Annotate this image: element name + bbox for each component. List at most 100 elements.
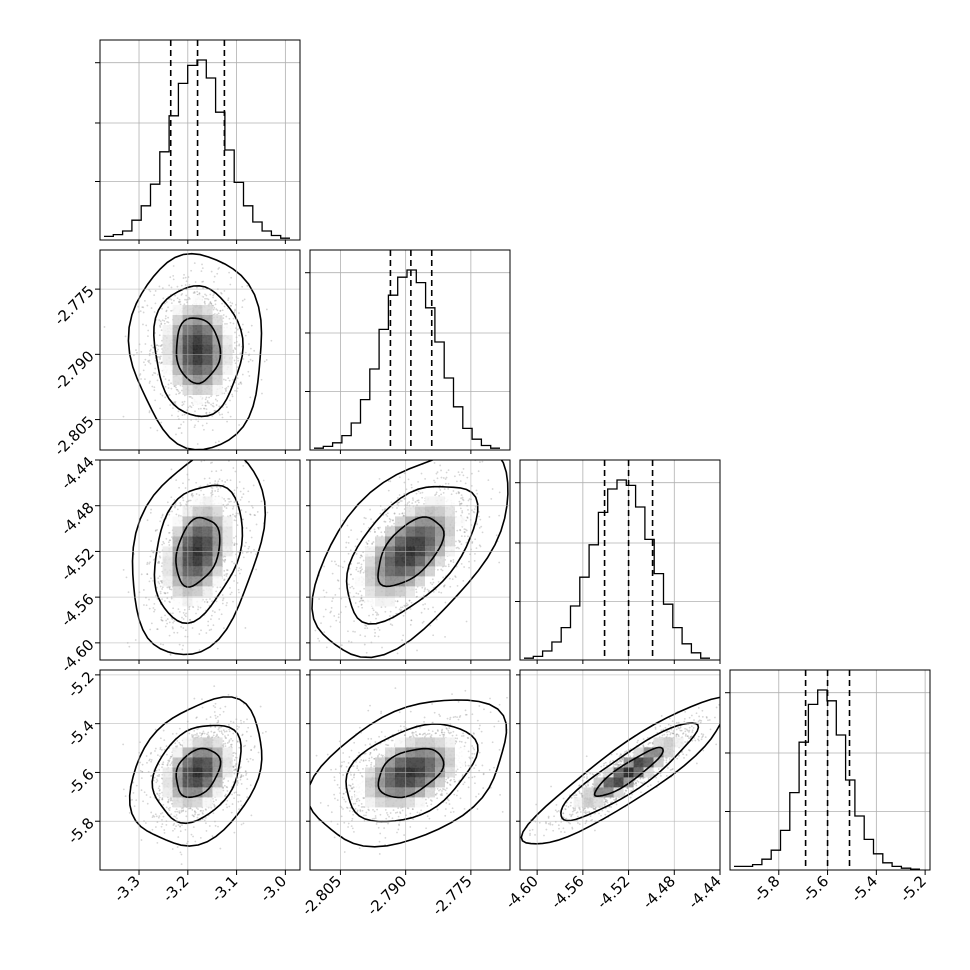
sample-point <box>233 501 236 504</box>
sample-point <box>146 519 149 522</box>
sample-point <box>183 303 186 306</box>
sample-point <box>156 754 159 757</box>
sample-point <box>455 480 458 483</box>
sample-point <box>202 810 205 812</box>
sample-point <box>218 405 221 408</box>
sample-point <box>232 505 235 508</box>
density-cell <box>425 496 435 507</box>
sample-point <box>250 814 253 817</box>
sample-point <box>213 409 216 412</box>
sample-point <box>167 316 170 319</box>
sample-point <box>383 520 386 523</box>
sample-point <box>222 559 225 562</box>
sample-point <box>142 306 145 309</box>
sample-point <box>180 423 182 426</box>
sample-point <box>141 306 144 309</box>
sample-point <box>221 594 224 596</box>
sample-point <box>165 619 168 622</box>
sample-point <box>322 615 325 618</box>
sample-point <box>221 413 224 416</box>
sample-point <box>240 783 243 785</box>
sample-point <box>134 639 137 641</box>
sample-point <box>170 309 173 312</box>
sample-point <box>341 566 344 569</box>
sample-point <box>142 800 144 803</box>
sample-point <box>228 728 231 731</box>
sample-point <box>170 802 173 805</box>
sample-point <box>148 562 151 565</box>
sample-point <box>159 324 161 327</box>
histogram-steps <box>314 269 500 449</box>
sample-point <box>238 567 241 569</box>
sample-point <box>215 404 218 406</box>
sample-point <box>357 605 360 608</box>
sample-point <box>165 309 168 312</box>
sample-point <box>389 480 392 483</box>
sample-point <box>203 407 206 410</box>
sample-point <box>188 618 191 621</box>
sample-point <box>249 358 252 361</box>
sample-point <box>318 598 320 600</box>
sample-point <box>435 472 438 475</box>
sample-point <box>180 625 183 628</box>
sample-point <box>232 322 235 325</box>
sample-point <box>449 585 452 588</box>
sample-point <box>150 775 152 777</box>
density-cell <box>202 536 213 547</box>
sample-point <box>498 561 501 564</box>
sample-point <box>154 367 157 370</box>
sample-point <box>159 590 162 593</box>
sample-point <box>459 480 462 482</box>
density-cell <box>172 305 183 315</box>
sample-point <box>157 348 159 351</box>
sample-point <box>470 484 473 487</box>
sample-point <box>443 585 445 588</box>
sample-point <box>449 560 452 563</box>
sample-point <box>222 743 225 745</box>
sample-point <box>205 598 208 601</box>
density-cell <box>415 556 425 567</box>
density-cell <box>222 355 233 365</box>
sample-point <box>217 268 220 270</box>
sample-point <box>405 602 408 605</box>
sample-point <box>331 572 334 575</box>
sample-point <box>194 840 197 843</box>
sample-point <box>193 729 196 732</box>
sample-point <box>214 303 217 306</box>
sample-point <box>150 540 153 542</box>
sample-point <box>191 734 193 736</box>
density-cell <box>202 325 213 335</box>
sample-point <box>233 791 236 794</box>
sample-point <box>153 602 156 605</box>
sample-point <box>487 479 490 482</box>
sample-point <box>161 307 163 310</box>
sample-point <box>491 488 494 490</box>
sample-point <box>360 569 362 572</box>
sample-point <box>436 477 439 480</box>
sample-point <box>438 494 441 497</box>
sample-point <box>207 298 210 301</box>
sample-point <box>174 505 176 508</box>
density-cell <box>385 536 395 547</box>
sample-point <box>167 524 170 527</box>
sample-point <box>219 486 222 489</box>
sample-point <box>403 493 406 495</box>
density-cell <box>192 315 203 325</box>
sample-point <box>398 608 401 611</box>
sample-point <box>463 531 466 533</box>
sample-point <box>239 778 242 781</box>
sample-point <box>325 646 328 649</box>
sample-point <box>169 764 172 766</box>
sample-point <box>389 615 391 617</box>
sample-point <box>125 576 128 579</box>
sample-point <box>210 302 213 305</box>
sample-point <box>190 269 193 272</box>
sample-point <box>150 307 153 309</box>
density-cell <box>202 496 213 507</box>
sample-point <box>400 500 403 502</box>
density-cell <box>395 586 405 597</box>
sample-point <box>198 649 201 651</box>
sample-point <box>222 503 225 506</box>
sample-point <box>245 730 248 733</box>
contour-line <box>131 460 267 656</box>
